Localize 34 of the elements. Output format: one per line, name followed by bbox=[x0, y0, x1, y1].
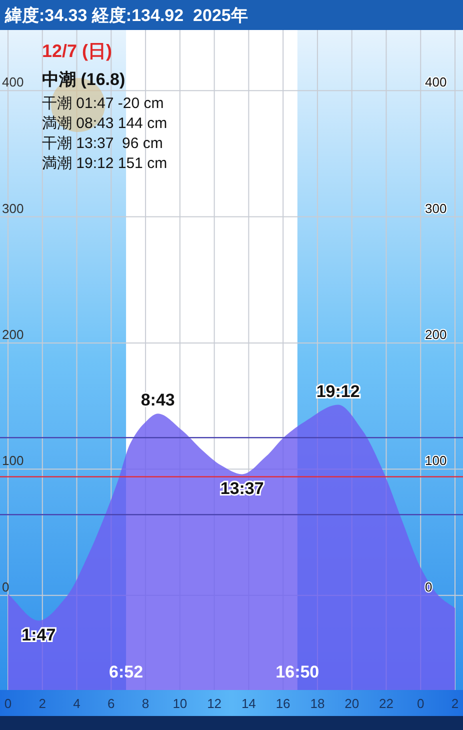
annotation: 中潮 (16.8) bbox=[42, 70, 126, 89]
annotation: 16:50 bbox=[276, 662, 320, 682]
y2-tick-label: 300 bbox=[425, 200, 447, 216]
annotation: 満潮 08:43 144 cm bbox=[42, 115, 168, 132]
annotation: 19:12 bbox=[316, 382, 360, 401]
x-tick-label: 12 bbox=[207, 696, 222, 711]
x-tick-label: 18 bbox=[310, 696, 325, 711]
y-tick-label: 400 bbox=[2, 74, 24, 90]
y2-tick-label: 400 bbox=[425, 74, 447, 90]
x-tick-label: 14 bbox=[241, 696, 256, 711]
annotation: 1:47 bbox=[22, 626, 56, 645]
annotation: 8:43 bbox=[140, 390, 175, 410]
annotation: 干潮 13:37 96 cm bbox=[42, 135, 163, 152]
x-tick-label: 0 bbox=[417, 696, 424, 711]
x-tick-label: 6 bbox=[108, 696, 115, 711]
annotation: 満潮 19:12 151 cm bbox=[42, 155, 168, 172]
y2-tick-label: 0 bbox=[425, 579, 432, 594]
y2-tick-label: 100 bbox=[425, 453, 447, 468]
annotation: 6:52 bbox=[109, 662, 144, 682]
chart-title: 緯度:34.33 経度:134.92 2025年 bbox=[4, 6, 248, 25]
annotation: 13:37 bbox=[220, 479, 264, 498]
x-tick-label: 2 bbox=[38, 696, 46, 711]
x-tick-label: 10 bbox=[172, 696, 188, 711]
x-tick-label: 22 bbox=[378, 696, 394, 711]
x-tick-label: 4 bbox=[73, 696, 80, 711]
x-tick-label: 16 bbox=[276, 696, 290, 711]
y-tick-label: 200 bbox=[2, 326, 24, 342]
x-tick-label: 20 bbox=[344, 696, 360, 711]
text: 12/7 (日) bbox=[42, 41, 112, 61]
annotation: 干潮 01:47 -20 cm bbox=[42, 95, 164, 112]
y-tick-label: 300 bbox=[2, 200, 24, 216]
y2-tick-label: 200 bbox=[425, 326, 447, 342]
x-tick-label: 8 bbox=[142, 696, 150, 711]
x-tick-label: 2 bbox=[451, 696, 459, 711]
